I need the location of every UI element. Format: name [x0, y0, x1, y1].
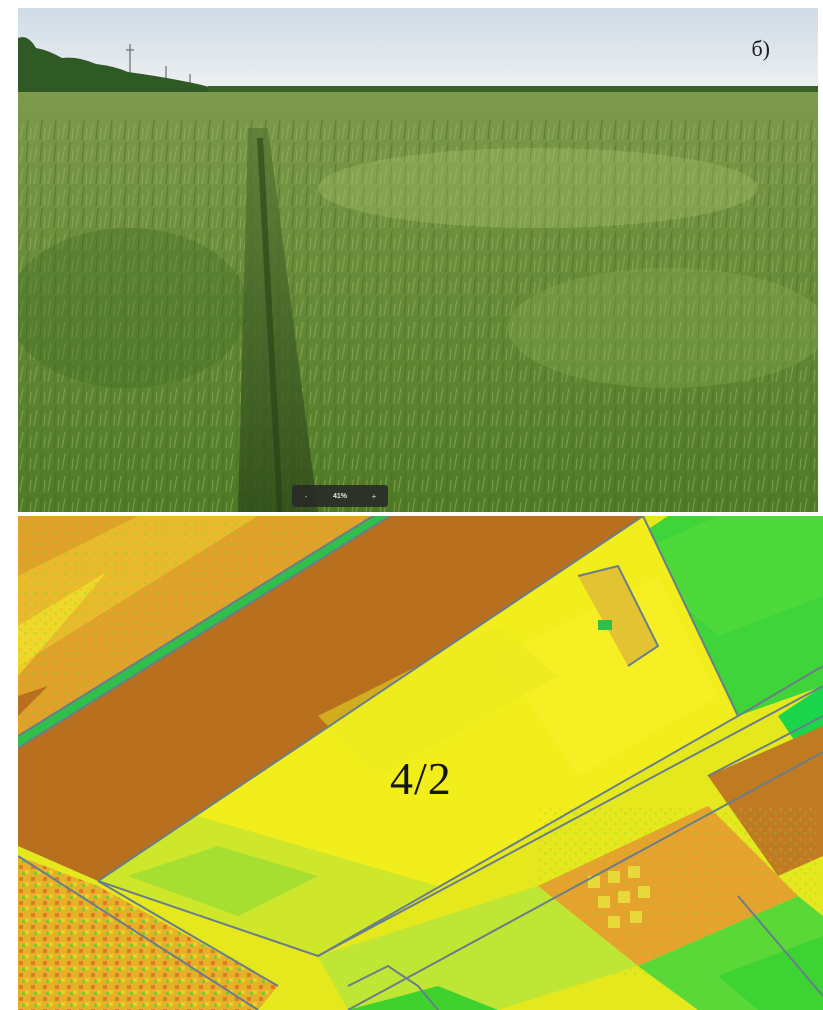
sample-plots	[588, 866, 650, 928]
bare-soil-field	[18, 516, 643, 881]
tree-line-left	[18, 37, 218, 104]
wheat-field-photo: б)	[18, 8, 818, 512]
ndvi-map: 4/2	[18, 516, 823, 1010]
zoom-plus-icon[interactable]: +	[371, 491, 377, 501]
field-boundaries	[18, 516, 823, 1010]
zoom-level: 41%	[332, 492, 347, 500]
zoom-minus-icon[interactable]: -	[304, 491, 308, 501]
tree-line-distant	[208, 86, 818, 94]
zoom-control: - 41% +	[292, 485, 388, 507]
panel-label: б)	[751, 36, 770, 61]
field-label: 4/2	[390, 753, 452, 804]
map-canvas	[18, 516, 823, 1010]
photo-canvas	[18, 8, 818, 512]
tramline	[238, 128, 318, 512]
